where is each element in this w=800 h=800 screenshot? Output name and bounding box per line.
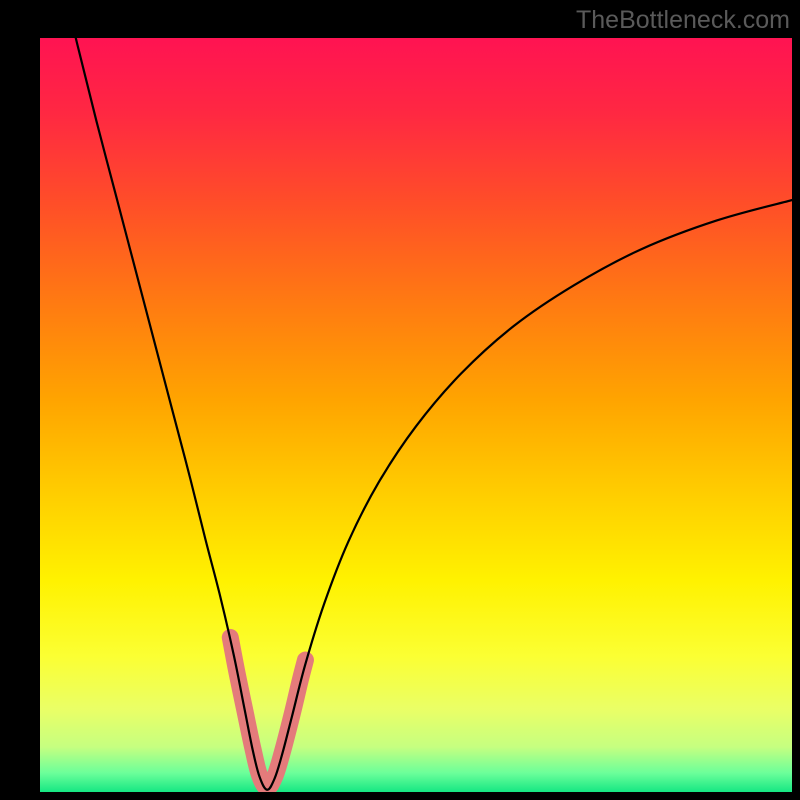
curve-layer [40,38,792,792]
plot-area [40,38,792,792]
highlight-band [230,637,305,787]
bottleneck-curve [65,38,792,790]
watermark-text: TheBottleneck.com [576,6,790,35]
